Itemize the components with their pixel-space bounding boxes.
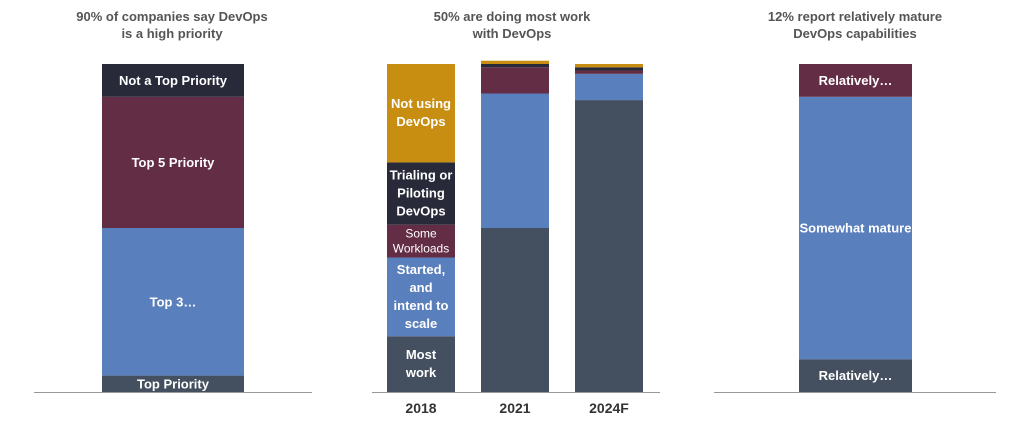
bar-segment — [575, 100, 643, 392]
chart-title-line: 12% report relatively mature — [768, 9, 942, 24]
bar-segment — [387, 64, 455, 163]
bar-segment — [102, 375, 244, 392]
chart-title: 90% of companies say DevOps is a high pri… — [76, 9, 267, 41]
bar-segment — [102, 96, 244, 228]
segment-label: Relatively… — [819, 73, 893, 88]
segment-label-line: Piloting — [397, 186, 445, 201]
category-tick-label: 2018 — [405, 400, 436, 416]
chart-panel-1: 90% of companies say DevOps is a high pri… — [34, 9, 312, 393]
bar-segment — [575, 70, 643, 74]
segment-label: Trialing or Piloting DevOps — [390, 168, 453, 219]
segment-label-line: Most — [406, 347, 437, 362]
bar-segment — [481, 60, 549, 64]
bar-segment — [575, 67, 643, 71]
category-tick-label: 2021 — [499, 400, 530, 416]
segment-label: Some Workloads — [393, 227, 449, 256]
bar-segment — [481, 93, 549, 229]
chart-title: 50% are doing most work with DevOps — [434, 9, 592, 41]
segment-label: Top 5 Priority — [132, 155, 216, 170]
bar-segment — [481, 67, 549, 94]
segment-label-line: Some — [405, 227, 437, 241]
chart-title-line: DevOps capabilities — [793, 26, 917, 41]
segment-label-line: Workloads — [393, 242, 449, 256]
segment-label: Relatively… — [819, 368, 893, 383]
segment-label: Most work — [405, 347, 437, 380]
category-tick-label: 2024F — [589, 400, 629, 416]
chart-title-line: is a high priority — [121, 26, 223, 41]
chart-title-line: with DevOps — [472, 26, 552, 41]
segment-label-line: DevOps — [396, 114, 445, 129]
chart-panel-3: 12% report relatively mature DevOps capab… — [714, 9, 996, 393]
bar-segment — [387, 162, 455, 225]
segment-label-line: scale — [405, 316, 438, 331]
bar-segment — [799, 96, 912, 360]
bar-segment — [102, 64, 244, 97]
segment-label-line: DevOps — [396, 204, 445, 219]
segment-label: Started, and intend to scale — [394, 262, 449, 331]
chart-panel-2: 50% are doing most work with DevOps Most wo… — [372, 9, 660, 416]
segment-label-line: Not using — [391, 96, 451, 111]
segment-label: Somewhat mature — [800, 221, 912, 236]
bar-segment — [575, 64, 643, 68]
chart-title-line: 90% of companies say DevOps — [76, 9, 267, 24]
segment-label-line: and — [409, 280, 432, 295]
segment-label-line: intend to — [394, 298, 449, 313]
bar-segment — [387, 224, 455, 258]
bar-segment — [799, 64, 912, 97]
bar-segment — [799, 359, 912, 392]
segment-label: Top 3… — [150, 294, 197, 309]
bar-segment — [481, 228, 549, 392]
bar-segment — [387, 336, 455, 392]
chart-title: 12% report relatively mature DevOps capab… — [768, 9, 942, 41]
segment-label-line: Started, — [397, 262, 445, 277]
bar-segment — [481, 64, 549, 68]
segment-label-line: Trialing or — [390, 168, 453, 183]
segment-label: Top Priority — [137, 376, 210, 391]
chart-title-line: 50% are doing most work — [434, 9, 592, 24]
segment-label: Not using DevOps — [391, 96, 451, 129]
segment-label: Not a Top Priority — [119, 73, 228, 88]
bar-segment — [575, 73, 643, 101]
bar-segment — [387, 257, 455, 337]
segment-label-line: work — [405, 365, 437, 380]
bar-segment — [102, 228, 244, 376]
